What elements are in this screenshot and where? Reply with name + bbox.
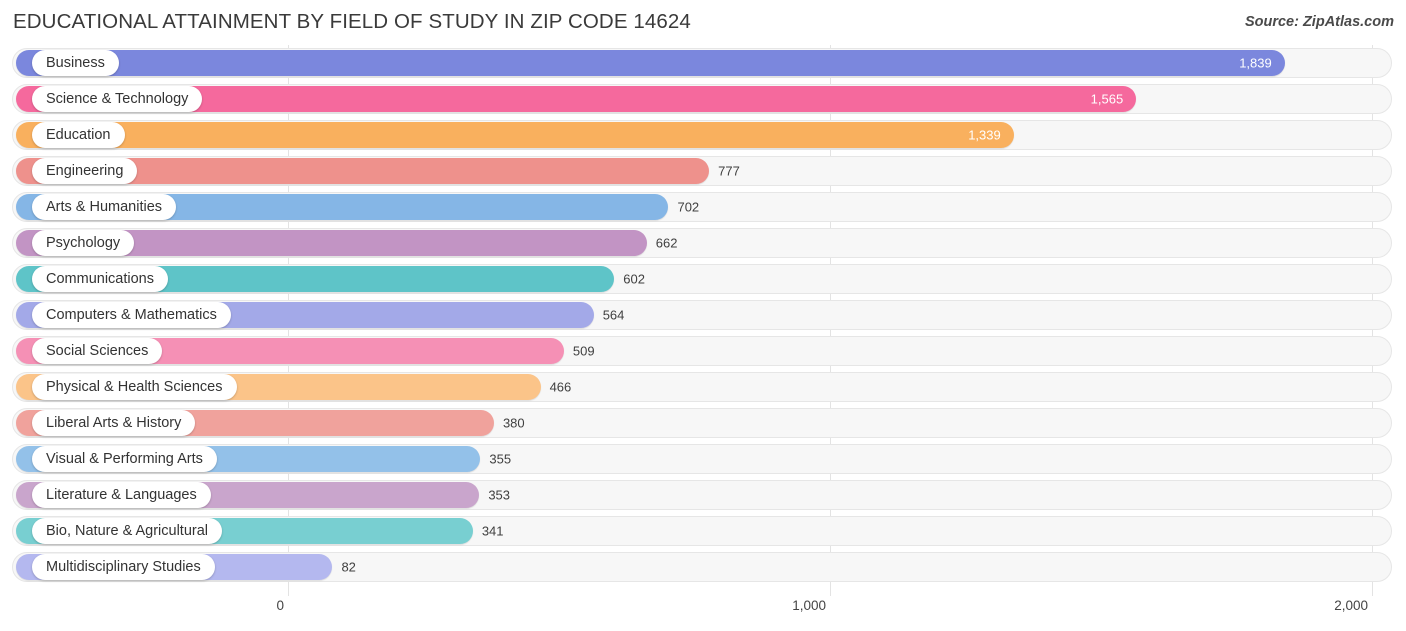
category-label-text: Business: [46, 55, 105, 71]
bar-value-label: 702: [677, 199, 700, 215]
table-row[interactable]: 1,839 Business: [0, 45, 1406, 81]
table-row[interactable]: 82 Multidisciplinary Studies: [0, 549, 1406, 585]
category-label-text: Psychology: [46, 235, 121, 251]
category-label-pill[interactable]: Computers & Mathematics: [32, 302, 231, 328]
category-label-pill[interactable]: Arts & Humanities: [32, 194, 177, 220]
category-label-pill[interactable]: Psychology: [32, 230, 135, 256]
category-label-text: Science & Technology: [46, 91, 189, 107]
bar-value-label: 777: [718, 163, 740, 179]
table-row[interactable]: 602 Communications: [0, 261, 1406, 297]
table-row[interactable]: 509 Social Sciences: [0, 333, 1406, 369]
table-row[interactable]: 1,565 Science & Technology: [0, 81, 1406, 117]
bar-value-label: 341: [481, 523, 504, 539]
category-label-pill[interactable]: Education: [32, 122, 125, 148]
bar-value-label: 355: [489, 451, 512, 467]
bar-value-label: 1,339: [968, 127, 1001, 143]
category-label-text: Computers & Mathematics: [46, 307, 217, 323]
table-row[interactable]: 355 Visual & Performing Arts: [0, 441, 1406, 477]
bar-rows: 1,839 Business 1,565 Science & Technology 1,…: [0, 45, 1406, 596]
x-axis-tick-0: 0: [276, 598, 284, 613]
page-title: EDUCATIONAL ATTAINMENT BY FIELD OF STUDY…: [13, 10, 691, 33]
source-attribution: Source: ZipAtlas.com: [1244, 14, 1394, 30]
bar-value-label: 1,565: [1090, 91, 1124, 107]
category-label-pill[interactable]: Science & Technology: [32, 86, 203, 112]
bar-value-label: 509: [572, 343, 595, 359]
x-axis-tick-2000: 2,000: [1334, 598, 1368, 613]
bar-value-label: 602: [623, 271, 645, 287]
bar-2[interactable]: 1,565: [16, 86, 1137, 112]
category-label-text: Bio, Nature & Agricultural: [46, 523, 208, 539]
x-axis-tick-1000: 1,000: [792, 598, 826, 613]
bar-value-label: 380: [502, 415, 525, 431]
category-label-text: Social Sciences: [46, 343, 149, 359]
table-row[interactable]: 777 Engineering: [0, 153, 1406, 189]
chart-plot-area: 1,839 Business 1,565 Science & Technology 1,…: [0, 45, 1406, 596]
category-label-text: Education: [46, 127, 111, 143]
bar-value-label: 82: [341, 559, 356, 575]
category-label-pill[interactable]: Literature & Languages: [32, 482, 211, 508]
category-label-text: Engineering: [46, 163, 124, 179]
category-label-text: Multidisciplinary Studies: [46, 559, 201, 575]
bar-value-label: 466: [549, 379, 572, 395]
category-label-text: Communications: [46, 271, 154, 287]
category-label-pill[interactable]: Multidisciplinary Studies: [32, 554, 215, 580]
category-label-pill[interactable]: Physical & Health Sciences: [32, 374, 237, 400]
category-label-pill[interactable]: Business: [32, 50, 119, 76]
table-row[interactable]: 662 Psychology: [0, 225, 1406, 261]
x-axis: 0 1,000 2,000: [0, 596, 1406, 631]
bar-value-label: 662: [655, 235, 678, 251]
bar-value-label: 564: [602, 307, 625, 323]
table-row[interactable]: 1,339 Education: [0, 117, 1406, 153]
bar-value-label: 353: [488, 487, 511, 503]
bar-value-label: 1,839: [1239, 55, 1272, 71]
category-label-text: Literature & Languages: [46, 487, 197, 503]
bar-1[interactable]: 1,839: [16, 50, 1285, 76]
category-label-pill[interactable]: Social Sciences: [32, 338, 163, 364]
category-label-pill[interactable]: Bio, Nature & Agricultural: [32, 518, 222, 544]
category-label-pill[interactable]: Liberal Arts & History: [32, 410, 196, 436]
chart-header: EDUCATIONAL ATTAINMENT BY FIELD OF STUDY…: [0, 0, 1406, 45]
category-label-text: Physical & Health Sciences: [46, 379, 223, 395]
table-row[interactable]: 702 Arts & Humanities: [0, 189, 1406, 225]
table-row[interactable]: 380 Liberal Arts & History: [0, 405, 1406, 441]
table-row[interactable]: 564 Computers & Mathematics: [0, 297, 1406, 333]
category-label-text: Liberal Arts & History: [46, 415, 182, 431]
table-row[interactable]: 353 Literature & Languages: [0, 477, 1406, 513]
category-label-pill[interactable]: Visual & Performing Arts: [32, 446, 217, 472]
table-row[interactable]: 341 Bio, Nature & Agricultural: [0, 513, 1406, 549]
category-label-text: Arts & Humanities: [46, 199, 163, 215]
category-label-pill[interactable]: Communications: [32, 266, 168, 292]
category-label-text: Visual & Performing Arts: [46, 451, 203, 467]
table-row[interactable]: 466 Physical & Health Sciences: [0, 369, 1406, 405]
bar-3[interactable]: 1,339: [16, 122, 1014, 148]
category-label-pill[interactable]: Engineering: [32, 158, 138, 184]
